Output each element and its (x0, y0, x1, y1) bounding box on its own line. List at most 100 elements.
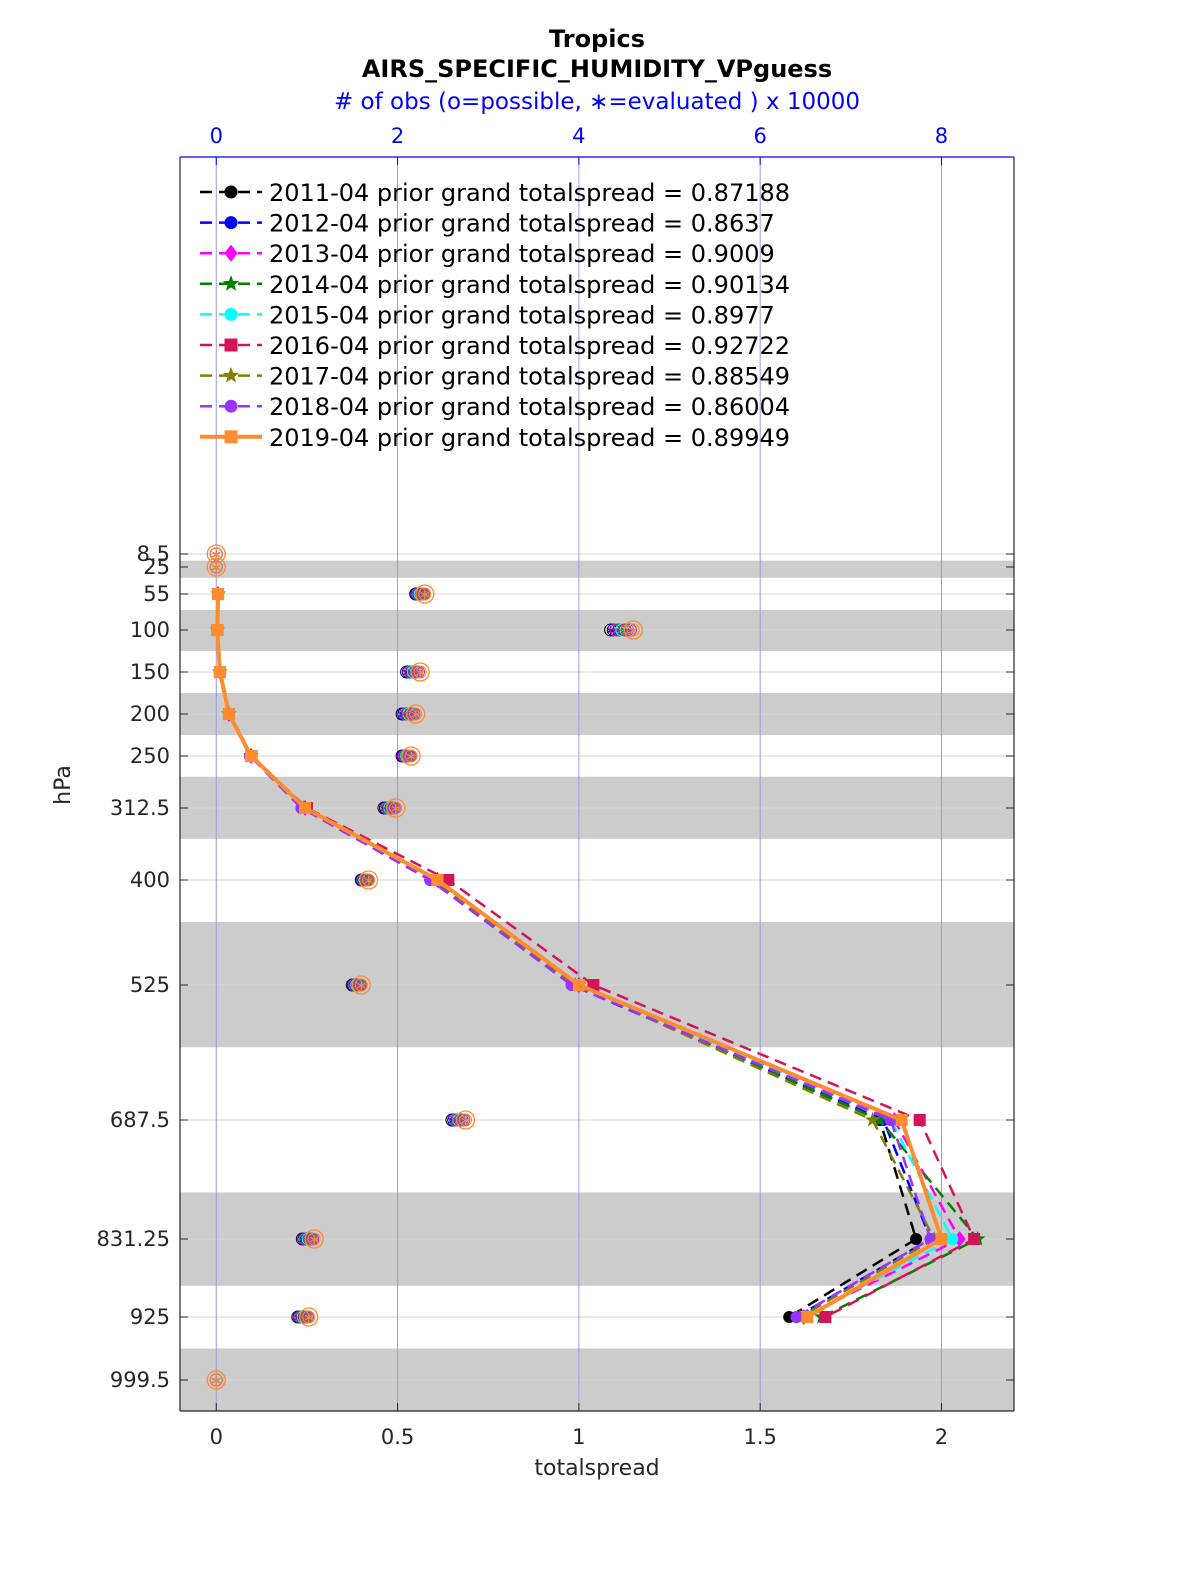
y-tick-label: 100 (130, 618, 170, 642)
obs-evaluated-marker: ∗ (385, 801, 397, 817)
data-point (801, 1311, 814, 1323)
legend-label: 2017-04 prior grand totalspread = 0.8854… (269, 363, 790, 391)
obs-evaluated-marker: ∗ (388, 801, 400, 817)
top-tick-label: 2 (391, 124, 404, 148)
obs-possible-marker (299, 1307, 319, 1327)
obs-evaluated-marker: ∗ (453, 1113, 465, 1129)
legend-marker (224, 244, 238, 262)
top-tick-label: 6 (753, 124, 766, 148)
obs-possible-marker (209, 560, 223, 574)
data-point (819, 1311, 832, 1323)
obs-possible-marker (362, 873, 376, 887)
obs-possible-marker (406, 704, 426, 724)
legend-marker (224, 216, 238, 230)
x-tick-label: 1 (572, 1425, 585, 1449)
obs-possible-marker (615, 623, 629, 637)
obs-evaluated-marker: ∗ (387, 801, 399, 817)
obs-evaluated-marker: ∗ (301, 1310, 313, 1326)
data-point (212, 588, 225, 600)
obs-evaluated-marker: ∗ (448, 1113, 460, 1129)
obs-possible-marker (618, 623, 632, 637)
top-tick-label: 4 (572, 124, 585, 148)
obs-evaluated-marker: ∗ (403, 707, 415, 723)
obs-evaluated-marker: ∗ (358, 873, 370, 889)
legend: 2011-04 prior grand totalspread = 0.8718… (200, 179, 790, 452)
obs-evaluated-marker: ∗ (307, 1232, 319, 1248)
obs-count-markers: ∗∗∗∗∗∗∗∗∗∗∗∗∗∗∗∗∗∗∗∗∗∗∗∗∗∗∗∗∗∗∗∗∗∗∗∗∗∗∗∗… (206, 544, 643, 1390)
obs-evaluated-marker: ∗ (210, 560, 222, 576)
shaded-layer (180, 560, 1014, 578)
data-point (946, 1233, 959, 1245)
obs-evaluated-marker: ∗ (398, 707, 410, 723)
obs-evaluated-marker: ∗ (210, 547, 222, 563)
data-point (968, 1233, 981, 1245)
obs-evaluated-marker: ∗ (210, 547, 222, 563)
obs-evaluated-marker: ∗ (449, 1113, 461, 1129)
obs-evaluated-marker: ∗ (415, 587, 427, 603)
obs-possible-marker (302, 1310, 316, 1324)
obs-evaluated-marker: ∗ (210, 1373, 222, 1389)
obs-evaluated-marker: ∗ (408, 665, 420, 681)
obs-possible-marker (307, 1232, 321, 1246)
obs-evaluated-marker: ∗ (210, 560, 222, 576)
obs-evaluated-marker: ∗ (304, 1232, 316, 1248)
y-tick-label: 687.5 (110, 1108, 170, 1132)
data-point (572, 979, 585, 991)
obs-evaluated-marker: ∗ (405, 749, 417, 765)
obs-possible-marker (418, 587, 432, 601)
obs-possible-marker (351, 975, 371, 995)
y-axis-label: hPa (51, 765, 76, 805)
obs-evaluated-marker: ∗ (210, 547, 222, 563)
y-tick-label: 55 (143, 582, 170, 606)
obs-evaluated-marker: ∗ (352, 978, 364, 994)
obs-evaluated-marker: ∗ (414, 665, 426, 681)
obs-evaluated-marker: ∗ (400, 707, 412, 723)
data-point (935, 1233, 948, 1245)
obs-evaluated-marker: ∗ (446, 1113, 458, 1129)
obs-evaluated-marker: ∗ (401, 749, 413, 765)
y-tick-label: 525 (130, 973, 170, 997)
obs-evaluated-marker: ∗ (410, 707, 422, 723)
x-tick-label: 2 (935, 1425, 948, 1449)
obs-evaluated-marker: ∗ (404, 665, 416, 681)
obs-evaluated-marker: ∗ (210, 547, 222, 563)
obs-evaluated-marker: ∗ (210, 1373, 222, 1389)
obs-possible-marker (404, 749, 418, 763)
obs-evaluated-marker: ∗ (362, 873, 374, 889)
obs-possible-marker (455, 1110, 476, 1130)
legend-label: 2016-04 prior grand totalspread = 0.9272… (269, 332, 790, 360)
y-tick-label: 8.5 (137, 542, 170, 566)
obs-possible-marker (206, 1370, 226, 1390)
chart-subtitle: AIRS_SPECIFIC_HUMIDITY_VPguess (362, 55, 832, 83)
obs-evaluated-marker: ∗ (460, 1113, 472, 1129)
obs-evaluated-marker: ∗ (455, 1113, 467, 1129)
legend-marker (224, 430, 238, 444)
obs-possible-marker (626, 623, 640, 637)
legend-label: 2019-04 prior grand totalspread = 0.8994… (269, 424, 790, 452)
obs-evaluated-marker: ∗ (404, 749, 416, 765)
data-point (913, 1114, 926, 1126)
obs-evaluated-marker: ∗ (210, 560, 222, 576)
obs-evaluated-marker: ∗ (210, 547, 222, 563)
x-tick-label: 0.5 (381, 1425, 414, 1449)
obs-possible-marker (415, 584, 435, 604)
legend-marker (222, 366, 240, 383)
obs-evaluated-marker: ∗ (390, 801, 402, 817)
obs-evaluated-marker: ∗ (210, 1373, 222, 1389)
y-tick-label: 999.5 (110, 1368, 170, 1392)
obs-evaluated-marker: ∗ (308, 1232, 320, 1248)
series-lines (209, 585, 986, 1325)
top-axis-label: # of obs (o=possible, ∗=evaluated ) x 10… (334, 89, 860, 115)
obs-possible-marker (206, 557, 226, 577)
obs-possible-marker (623, 620, 643, 640)
legend-label: 2015-04 prior grand totalspread = 0.8977 (269, 301, 775, 329)
legend-marker (224, 307, 238, 321)
legend-label: 2014-04 prior grand totalspread = 0.9013… (269, 271, 790, 299)
obs-evaluated-marker: ∗ (401, 665, 413, 681)
chart-title: Tropics (549, 25, 645, 53)
obs-possible-marker (410, 662, 430, 682)
obs-evaluated-marker: ∗ (411, 665, 423, 681)
obs-evaluated-marker: ∗ (408, 707, 420, 723)
obs-evaluated-marker: ∗ (413, 665, 425, 681)
obs-evaluated-marker: ∗ (210, 560, 222, 576)
